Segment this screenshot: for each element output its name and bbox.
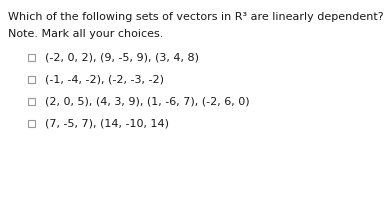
Text: Note. Mark all your choices.: Note. Mark all your choices. xyxy=(8,29,163,39)
Bar xyxy=(28,54,35,60)
Text: (-2, 0, 2), (9, -5, 9), (3, 4, 8): (-2, 0, 2), (9, -5, 9), (3, 4, 8) xyxy=(45,52,199,62)
Bar xyxy=(28,120,35,126)
Text: (7, -5, 7), (14, -10, 14): (7, -5, 7), (14, -10, 14) xyxy=(45,118,169,128)
Bar xyxy=(28,75,35,83)
Text: (2, 0, 5), (4, 3, 9), (1, -6, 7), (-2, 6, 0): (2, 0, 5), (4, 3, 9), (1, -6, 7), (-2, 6… xyxy=(45,96,249,106)
Bar xyxy=(28,98,35,104)
Text: (-1, -4, -2), (-2, -3, -2): (-1, -4, -2), (-2, -3, -2) xyxy=(45,74,164,84)
Text: Which of the following sets of vectors in R³ are linearly dependent?: Which of the following sets of vectors i… xyxy=(8,12,384,22)
